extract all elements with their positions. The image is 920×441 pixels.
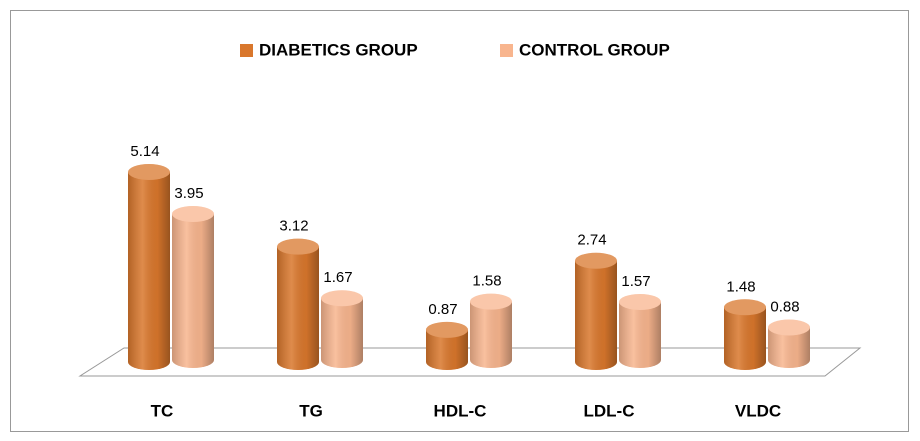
bar-top bbox=[128, 164, 170, 180]
bar-top bbox=[277, 238, 319, 255]
bar-top bbox=[470, 293, 512, 310]
bar-top bbox=[724, 299, 766, 316]
bar bbox=[724, 299, 766, 370]
bar-top bbox=[575, 252, 617, 269]
bar-top-highlight bbox=[128, 164, 170, 180]
bar bbox=[128, 164, 170, 370]
bar-top-highlight bbox=[172, 205, 214, 222]
floor bbox=[78, 347, 862, 377]
bar bbox=[277, 238, 319, 370]
bar-top-highlight bbox=[619, 293, 661, 310]
bar-shade bbox=[724, 307, 766, 370]
value-label: 2.74 bbox=[577, 232, 606, 249]
bar-top-highlight bbox=[426, 321, 468, 338]
value-label: 3.12 bbox=[279, 218, 308, 235]
bar-top bbox=[768, 319, 810, 336]
bar-top-highlight bbox=[321, 290, 363, 307]
legend-swatch bbox=[500, 44, 513, 57]
bar bbox=[321, 290, 363, 368]
value-label: 1.48 bbox=[726, 278, 755, 295]
bar-top-highlight bbox=[470, 293, 512, 310]
bar-top bbox=[426, 321, 468, 338]
bar-shade bbox=[172, 213, 214, 368]
x-tick-label: LDL-C bbox=[584, 401, 635, 420]
bar-shade bbox=[470, 301, 512, 368]
bar-shade bbox=[426, 329, 468, 370]
bar-shade bbox=[619, 301, 661, 368]
legend-swatch bbox=[240, 44, 253, 57]
x-tick-label: VLDC bbox=[735, 401, 781, 420]
value-label: 0.88 bbox=[770, 298, 799, 315]
bar bbox=[575, 252, 617, 370]
bar-top bbox=[619, 293, 661, 310]
value-label: 1.67 bbox=[323, 269, 352, 286]
value-label: 3.95 bbox=[174, 185, 203, 202]
bar-top bbox=[321, 290, 363, 307]
bar-shade bbox=[128, 172, 170, 370]
bar bbox=[426, 321, 468, 370]
bar-top-highlight bbox=[768, 319, 810, 336]
x-tick-label: HDL-C bbox=[434, 401, 487, 420]
bar bbox=[172, 205, 214, 368]
legend-label: CONTROL GROUP bbox=[519, 40, 670, 59]
value-label: 1.57 bbox=[621, 273, 650, 290]
bar-top-highlight bbox=[724, 299, 766, 316]
bar-top-highlight bbox=[277, 238, 319, 255]
value-label: 1.58 bbox=[472, 273, 501, 290]
x-tick-label: TC bbox=[151, 401, 174, 420]
bar-shade bbox=[768, 327, 810, 368]
bar bbox=[619, 293, 661, 368]
value-label: 5.14 bbox=[130, 143, 159, 160]
x-tick-label: TG bbox=[299, 401, 323, 420]
bar-shade bbox=[575, 260, 617, 370]
bar-shade bbox=[321, 298, 363, 368]
legend-label: DIABETICS GROUP bbox=[259, 40, 418, 59]
bar-top bbox=[172, 205, 214, 222]
value-label: 0.87 bbox=[428, 301, 457, 318]
bar-top-highlight bbox=[575, 252, 617, 269]
bar bbox=[768, 319, 810, 368]
bar bbox=[470, 293, 512, 368]
bar-shade bbox=[277, 246, 319, 370]
